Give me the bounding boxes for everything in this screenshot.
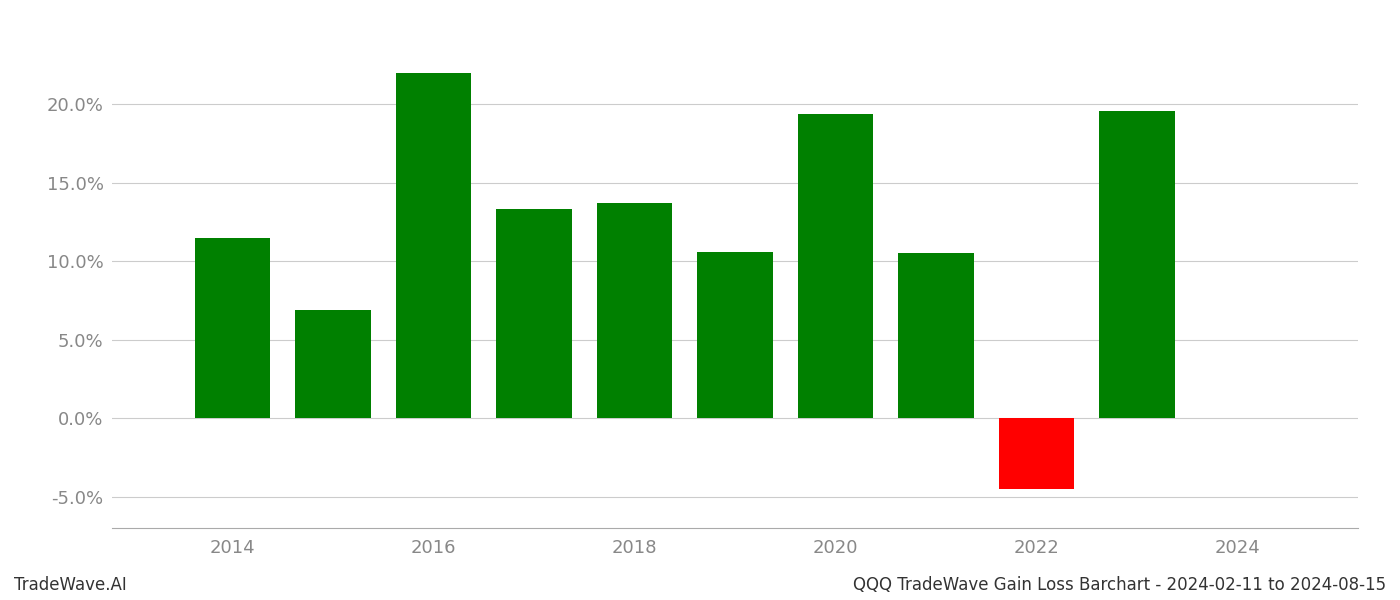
- Bar: [295, 310, 371, 418]
- Bar: [1099, 110, 1175, 418]
- Bar: [195, 238, 270, 418]
- Bar: [798, 114, 874, 418]
- Bar: [697, 252, 773, 418]
- Text: QQQ TradeWave Gain Loss Barchart - 2024-02-11 to 2024-08-15: QQQ TradeWave Gain Loss Barchart - 2024-…: [853, 576, 1386, 594]
- Bar: [497, 209, 571, 418]
- Bar: [596, 203, 672, 418]
- Bar: [998, 418, 1074, 489]
- Bar: [899, 253, 973, 418]
- Text: TradeWave.AI: TradeWave.AI: [14, 576, 127, 594]
- Bar: [396, 73, 472, 418]
